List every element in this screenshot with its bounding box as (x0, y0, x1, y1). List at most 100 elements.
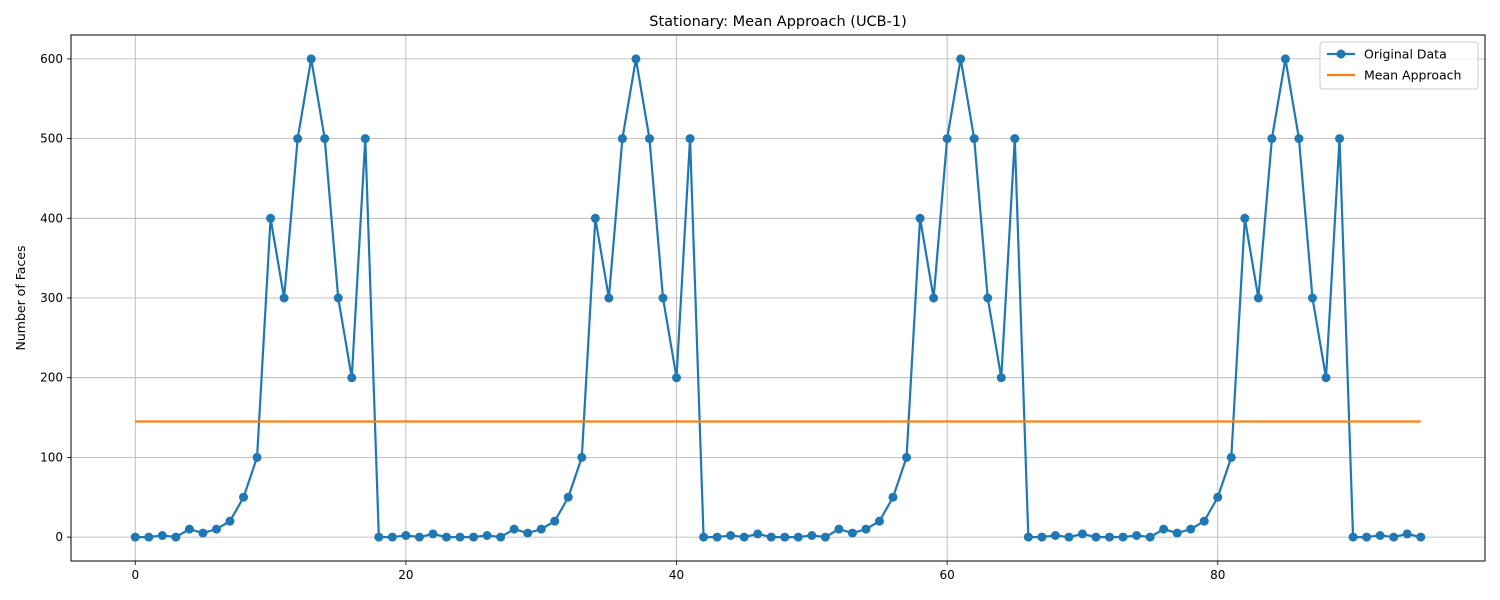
data-point-original-data (915, 213, 925, 223)
data-point-original-data (441, 532, 451, 542)
data-point-original-data (333, 293, 343, 303)
data-point-original-data (306, 54, 316, 64)
data-point-original-data (1186, 524, 1196, 534)
data-point-original-data (942, 134, 952, 144)
data-point-original-data (644, 134, 654, 144)
data-point-original-data (1077, 529, 1087, 539)
y-axis-label: Number of Faces (13, 246, 28, 351)
data-point-original-data (1023, 532, 1033, 542)
data-point-original-data (1321, 373, 1331, 383)
y-tick-label: 200 (40, 371, 63, 385)
data-point-original-data (1226, 452, 1236, 462)
data-point-original-data (969, 134, 979, 144)
data-point-original-data (1091, 532, 1101, 542)
data-point-original-data (807, 531, 817, 540)
y-tick-label: 100 (40, 450, 63, 464)
y-tick-label: 600 (40, 52, 63, 66)
data-point-original-data (699, 532, 709, 542)
x-tick-label: 20 (398, 568, 413, 582)
data-point-original-data (983, 293, 993, 303)
data-point-original-data (360, 134, 370, 144)
y-tick-label: 500 (40, 132, 63, 146)
data-point-original-data (604, 293, 614, 303)
data-point-original-data (1159, 524, 1169, 534)
chart-title: Stationary: Mean Approach (UCB-1) (649, 14, 907, 30)
data-point-original-data (130, 532, 140, 542)
data-point-original-data (1037, 532, 1047, 542)
data-point-original-data (455, 532, 465, 542)
data-point-original-data (726, 531, 736, 540)
data-point-original-data (509, 524, 519, 534)
legend-marker-original-data (1336, 49, 1346, 59)
data-point-original-data (550, 516, 560, 526)
data-point-original-data (157, 531, 167, 540)
data-point-original-data (631, 54, 641, 64)
data-point-original-data (1132, 531, 1142, 540)
data-point-original-data (1213, 492, 1223, 502)
data-point-original-data (279, 293, 289, 303)
data-point-original-data (888, 492, 898, 502)
data-point-original-data (739, 532, 749, 542)
x-tick-label: 40 (669, 568, 684, 582)
legend-label-original-data: Original Data (1364, 47, 1447, 62)
data-point-original-data (293, 134, 303, 144)
data-point-original-data (563, 492, 573, 502)
data-point-original-data (1105, 532, 1115, 542)
data-point-original-data (929, 293, 939, 303)
y-tick-label: 0 (55, 530, 63, 544)
x-tick-label: 60 (939, 568, 954, 582)
data-point-original-data (1348, 532, 1358, 542)
data-point-original-data (414, 532, 424, 542)
data-point-original-data (590, 213, 600, 223)
data-point-original-data (266, 213, 276, 223)
y-tick-label: 300 (40, 291, 63, 305)
data-point-original-data (1267, 134, 1277, 144)
data-point-original-data (320, 134, 330, 144)
legend-box (1319, 41, 1479, 90)
data-point-original-data (1118, 532, 1128, 542)
data-point-original-data (1307, 293, 1317, 303)
data-point-original-data (617, 134, 627, 144)
data-point-original-data (211, 524, 221, 534)
data-point-original-data (874, 516, 884, 526)
data-point-original-data (658, 293, 668, 303)
data-point-original-data (1064, 532, 1074, 542)
data-point-original-data (577, 452, 587, 462)
data-point-original-data (374, 532, 384, 542)
x-tick-label: 0 (131, 568, 139, 582)
data-point-original-data (171, 532, 181, 542)
data-point-original-data (753, 529, 763, 539)
data-point-original-data (482, 531, 492, 540)
data-point-original-data (902, 452, 912, 462)
data-point-original-data (428, 529, 438, 539)
data-point-original-data (184, 524, 194, 534)
data-point-original-data (1335, 134, 1345, 144)
data-point-original-data (1010, 134, 1020, 144)
data-point-original-data (1362, 532, 1372, 542)
series-layer (130, 54, 1426, 542)
legend: Original Data Mean Approach (1319, 41, 1479, 90)
data-point-original-data (523, 528, 533, 538)
data-point-original-data (1280, 54, 1290, 64)
x-tick-label: 80 (1210, 568, 1225, 582)
data-point-original-data (996, 373, 1006, 383)
data-point-original-data (401, 531, 411, 540)
data-point-original-data (536, 524, 546, 534)
data-point-original-data (685, 134, 695, 144)
data-point-original-data (820, 532, 830, 542)
data-point-original-data (239, 492, 249, 502)
data-point-original-data (347, 373, 357, 383)
data-point-original-data (956, 54, 966, 64)
data-point-original-data (1145, 532, 1155, 542)
data-point-original-data (496, 532, 506, 542)
data-point-original-data (252, 452, 262, 462)
data-point-original-data (861, 524, 871, 534)
data-point-original-data (469, 532, 479, 542)
data-point-original-data (225, 516, 235, 526)
data-point-original-data (1389, 532, 1399, 542)
data-point-original-data (1294, 134, 1304, 144)
data-point-original-data (1199, 516, 1209, 526)
data-point-original-data (672, 373, 682, 383)
